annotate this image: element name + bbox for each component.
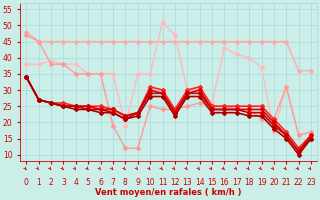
X-axis label: Vent moyen/en rafales ( km/h ): Vent moyen/en rafales ( km/h ) bbox=[95, 188, 242, 197]
